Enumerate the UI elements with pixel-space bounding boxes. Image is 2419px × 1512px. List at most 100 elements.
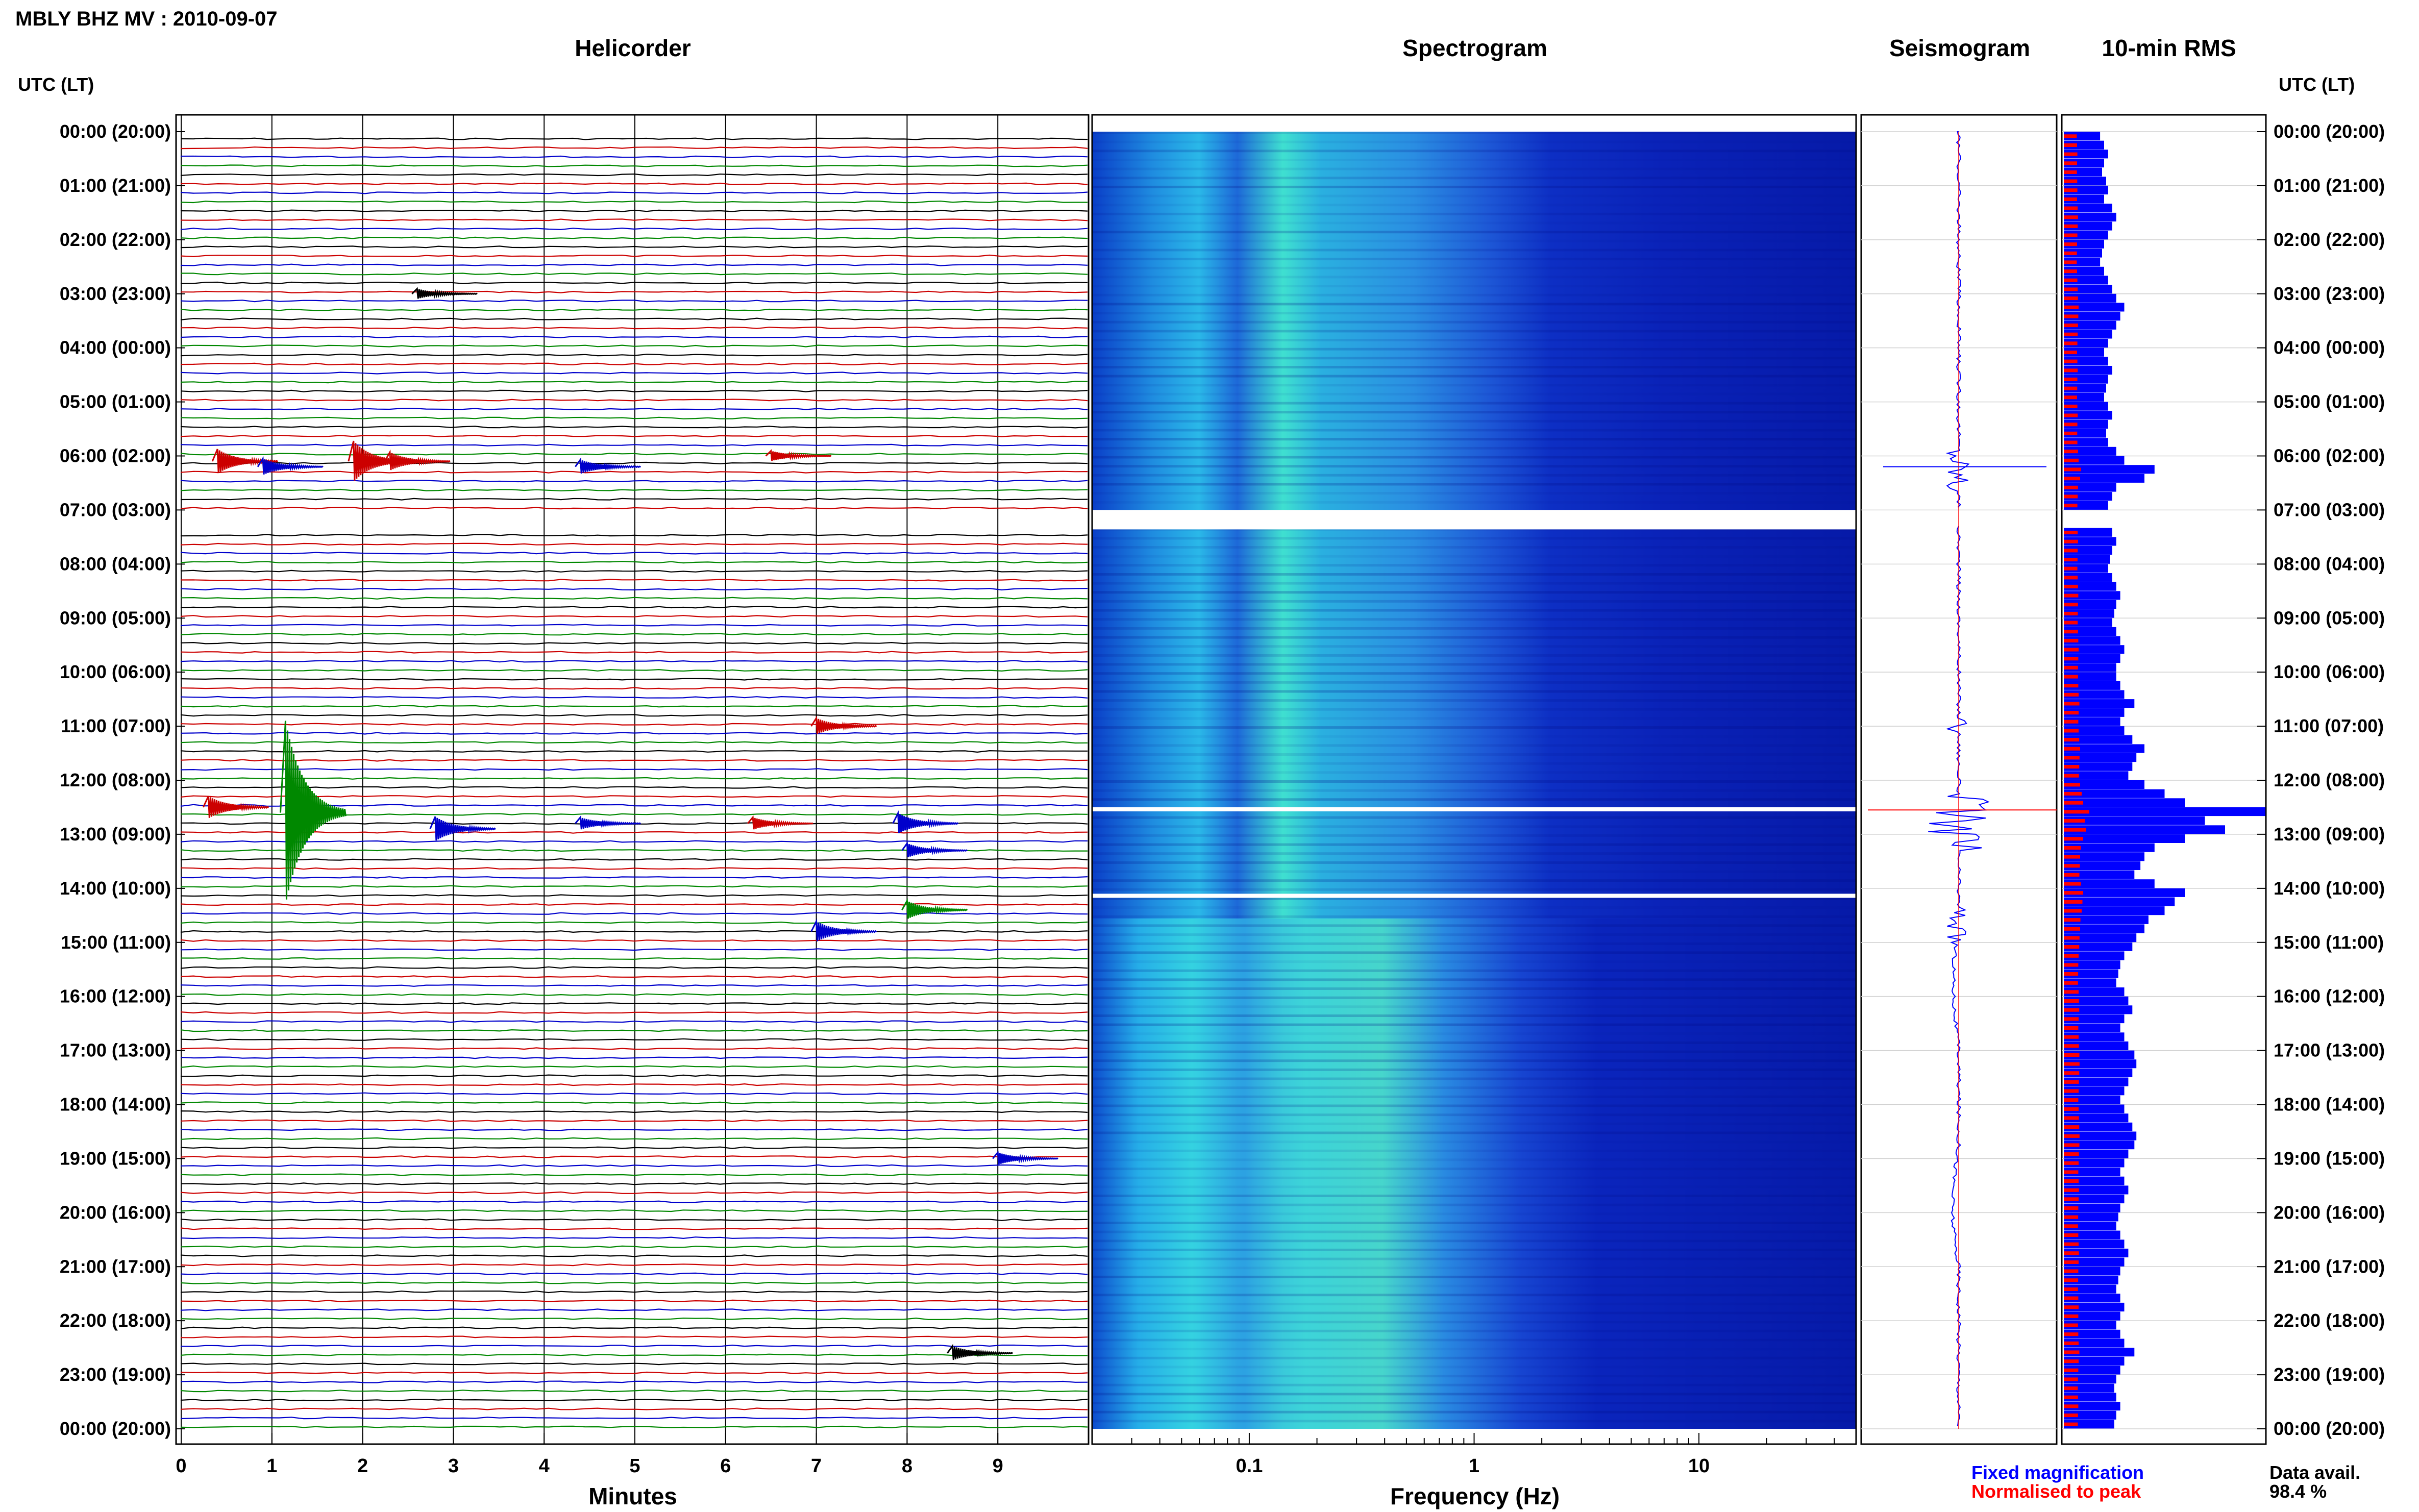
helicorder-trace	[180, 1218, 1088, 1221]
right-time-label: 05:00 (01:00)	[2274, 391, 2385, 412]
rms-bar-normalised	[2064, 593, 2079, 598]
left-time-label: 14:00 (10:00)	[60, 878, 171, 899]
left-time-label: 10:00 (06:00)	[60, 661, 171, 682]
helicorder-trace	[180, 381, 1088, 384]
rms-bar	[2064, 1050, 2135, 1059]
helicorder-trace	[180, 723, 1088, 726]
right-time-label: 07:00 (03:00)	[2274, 499, 2385, 520]
rms-bar-normalised	[2064, 1368, 2079, 1372]
rms-bars	[2064, 132, 2265, 1429]
rms-bar-normalised	[2064, 1350, 2080, 1354]
rms-bar	[2064, 879, 2155, 888]
rms-bar	[2064, 645, 2125, 654]
helicorder-event	[202, 796, 269, 818]
rms-bar	[2064, 1329, 2120, 1339]
rms-bar-normalised	[2064, 143, 2077, 147]
data-availability-label: Data avail.	[2269, 1462, 2360, 1483]
helicorder-trace	[180, 759, 1088, 762]
left-time-label: 11:00 (07:00)	[61, 715, 171, 736]
rms-bar	[2064, 1141, 2135, 1150]
rms-bar-normalised	[2064, 819, 2085, 823]
helicorder-trace	[180, 786, 1088, 789]
spectrogram-row-stripe	[1092, 888, 1856, 891]
helicorder-trace	[180, 1155, 1088, 1158]
left-time-label: 22:00 (18:00)	[60, 1310, 171, 1331]
helicorder-trace	[180, 344, 1088, 348]
spectrogram-row-stripe	[1092, 465, 1856, 468]
rms-bar	[2064, 798, 2185, 807]
helicorder-trace	[181, 389, 1088, 392]
rms-bar	[2064, 293, 2116, 303]
rms-bar	[2064, 1321, 2116, 1330]
helicorder-trace	[180, 371, 1088, 375]
rms-bar	[2064, 1005, 2133, 1014]
frequency-axis-title: Frequency (Hz)	[1390, 1483, 1560, 1509]
rms-bar	[2064, 780, 2144, 789]
helicorder-trace	[180, 1417, 1088, 1420]
rms-bar	[2064, 834, 2185, 843]
rms-bar-normalised	[2064, 1026, 2079, 1030]
rms-bar	[2064, 672, 2116, 681]
rms-bar	[2064, 591, 2120, 600]
spectrogram-row-stripe	[1092, 645, 1856, 648]
rms-bar-normalised	[2064, 359, 2078, 363]
rms-bar-normalised	[2064, 1071, 2080, 1075]
rms-bar	[2064, 1113, 2129, 1123]
spectrogram-row-stripe	[1092, 204, 1856, 207]
spectrogram-row-stripe	[1092, 150, 1856, 153]
rms-bar	[2064, 1393, 2116, 1402]
frequency-tick-label: 10	[1688, 1455, 1710, 1477]
rms-bar-normalised	[2064, 1161, 2079, 1165]
rms-bar	[2064, 654, 2120, 663]
helicorder-trace	[180, 227, 1088, 231]
spectrogram-row-stripe	[1092, 501, 1856, 504]
rms-bar-normalised	[2064, 882, 2081, 886]
rms-bar	[2064, 501, 2108, 510]
helicorder-event	[257, 456, 324, 475]
left-time-label: 09:00 (05:00)	[60, 607, 171, 628]
rms-bar	[2064, 933, 2137, 943]
spectrogram-row-stripe	[1092, 1420, 1856, 1423]
rms-bar	[2064, 1212, 2118, 1222]
spectrogram-row-stripe	[1092, 339, 1856, 341]
spectrogram-stripes	[1092, 132, 1856, 1423]
rms-bar-normalised	[2064, 972, 2079, 976]
spectrogram-row-stripe	[1092, 1311, 1856, 1315]
rms-bar-normalised	[2064, 1062, 2080, 1066]
rms-bar	[2064, 1240, 2125, 1249]
rms-bar-normalised	[2064, 305, 2079, 309]
helicorder-trace	[180, 1119, 1088, 1122]
rms-bar	[2064, 1302, 2125, 1311]
rms-bar-normalised	[2064, 215, 2078, 219]
helicorder-trace	[180, 453, 1088, 456]
rms-bar	[2064, 1375, 2116, 1384]
helicorder-trace	[180, 1398, 1088, 1402]
rms-bar	[2064, 699, 2135, 708]
helicorder-trace	[180, 1092, 1088, 1095]
helicorder-frame	[175, 114, 1090, 1445]
spectrogram-heatmap-late	[1092, 919, 1856, 1429]
spectrogram-row-stripe	[1092, 1068, 1856, 1071]
rms-bar-normalised	[2064, 134, 2077, 138]
helicorder-trace	[180, 1047, 1088, 1050]
helicorder-trace	[180, 894, 1088, 897]
rms-bar	[2064, 212, 2116, 221]
spectrogram-row-stripe	[1092, 690, 1856, 693]
spectrogram-gap	[1092, 510, 1856, 530]
spectrogram-row-stripe	[1092, 951, 1856, 954]
rms-bar	[2064, 465, 2155, 474]
seismogram-title: Seismogram	[1889, 35, 2030, 61]
rms-bar	[2064, 1203, 2120, 1212]
rms-bar	[2064, 1230, 2120, 1240]
right-time-label: 04:00 (00:00)	[2274, 337, 2385, 358]
rms-bar	[2064, 1041, 2129, 1050]
spectrogram-row-stripe	[1092, 708, 1856, 711]
minute-axis: 0 1 2 3 4 5 6 7 8 9	[176, 1433, 1003, 1477]
seismogram-trace	[1868, 131, 2057, 1429]
spectrogram-row-stripe	[1092, 735, 1856, 738]
rms-bar	[2064, 762, 2133, 771]
right-time-label: 20:00 (16:00)	[2274, 1202, 2385, 1223]
rms-bar-normalised	[2064, 873, 2080, 877]
rms-bar	[2064, 375, 2108, 384]
rms-bar	[2064, 690, 2125, 699]
